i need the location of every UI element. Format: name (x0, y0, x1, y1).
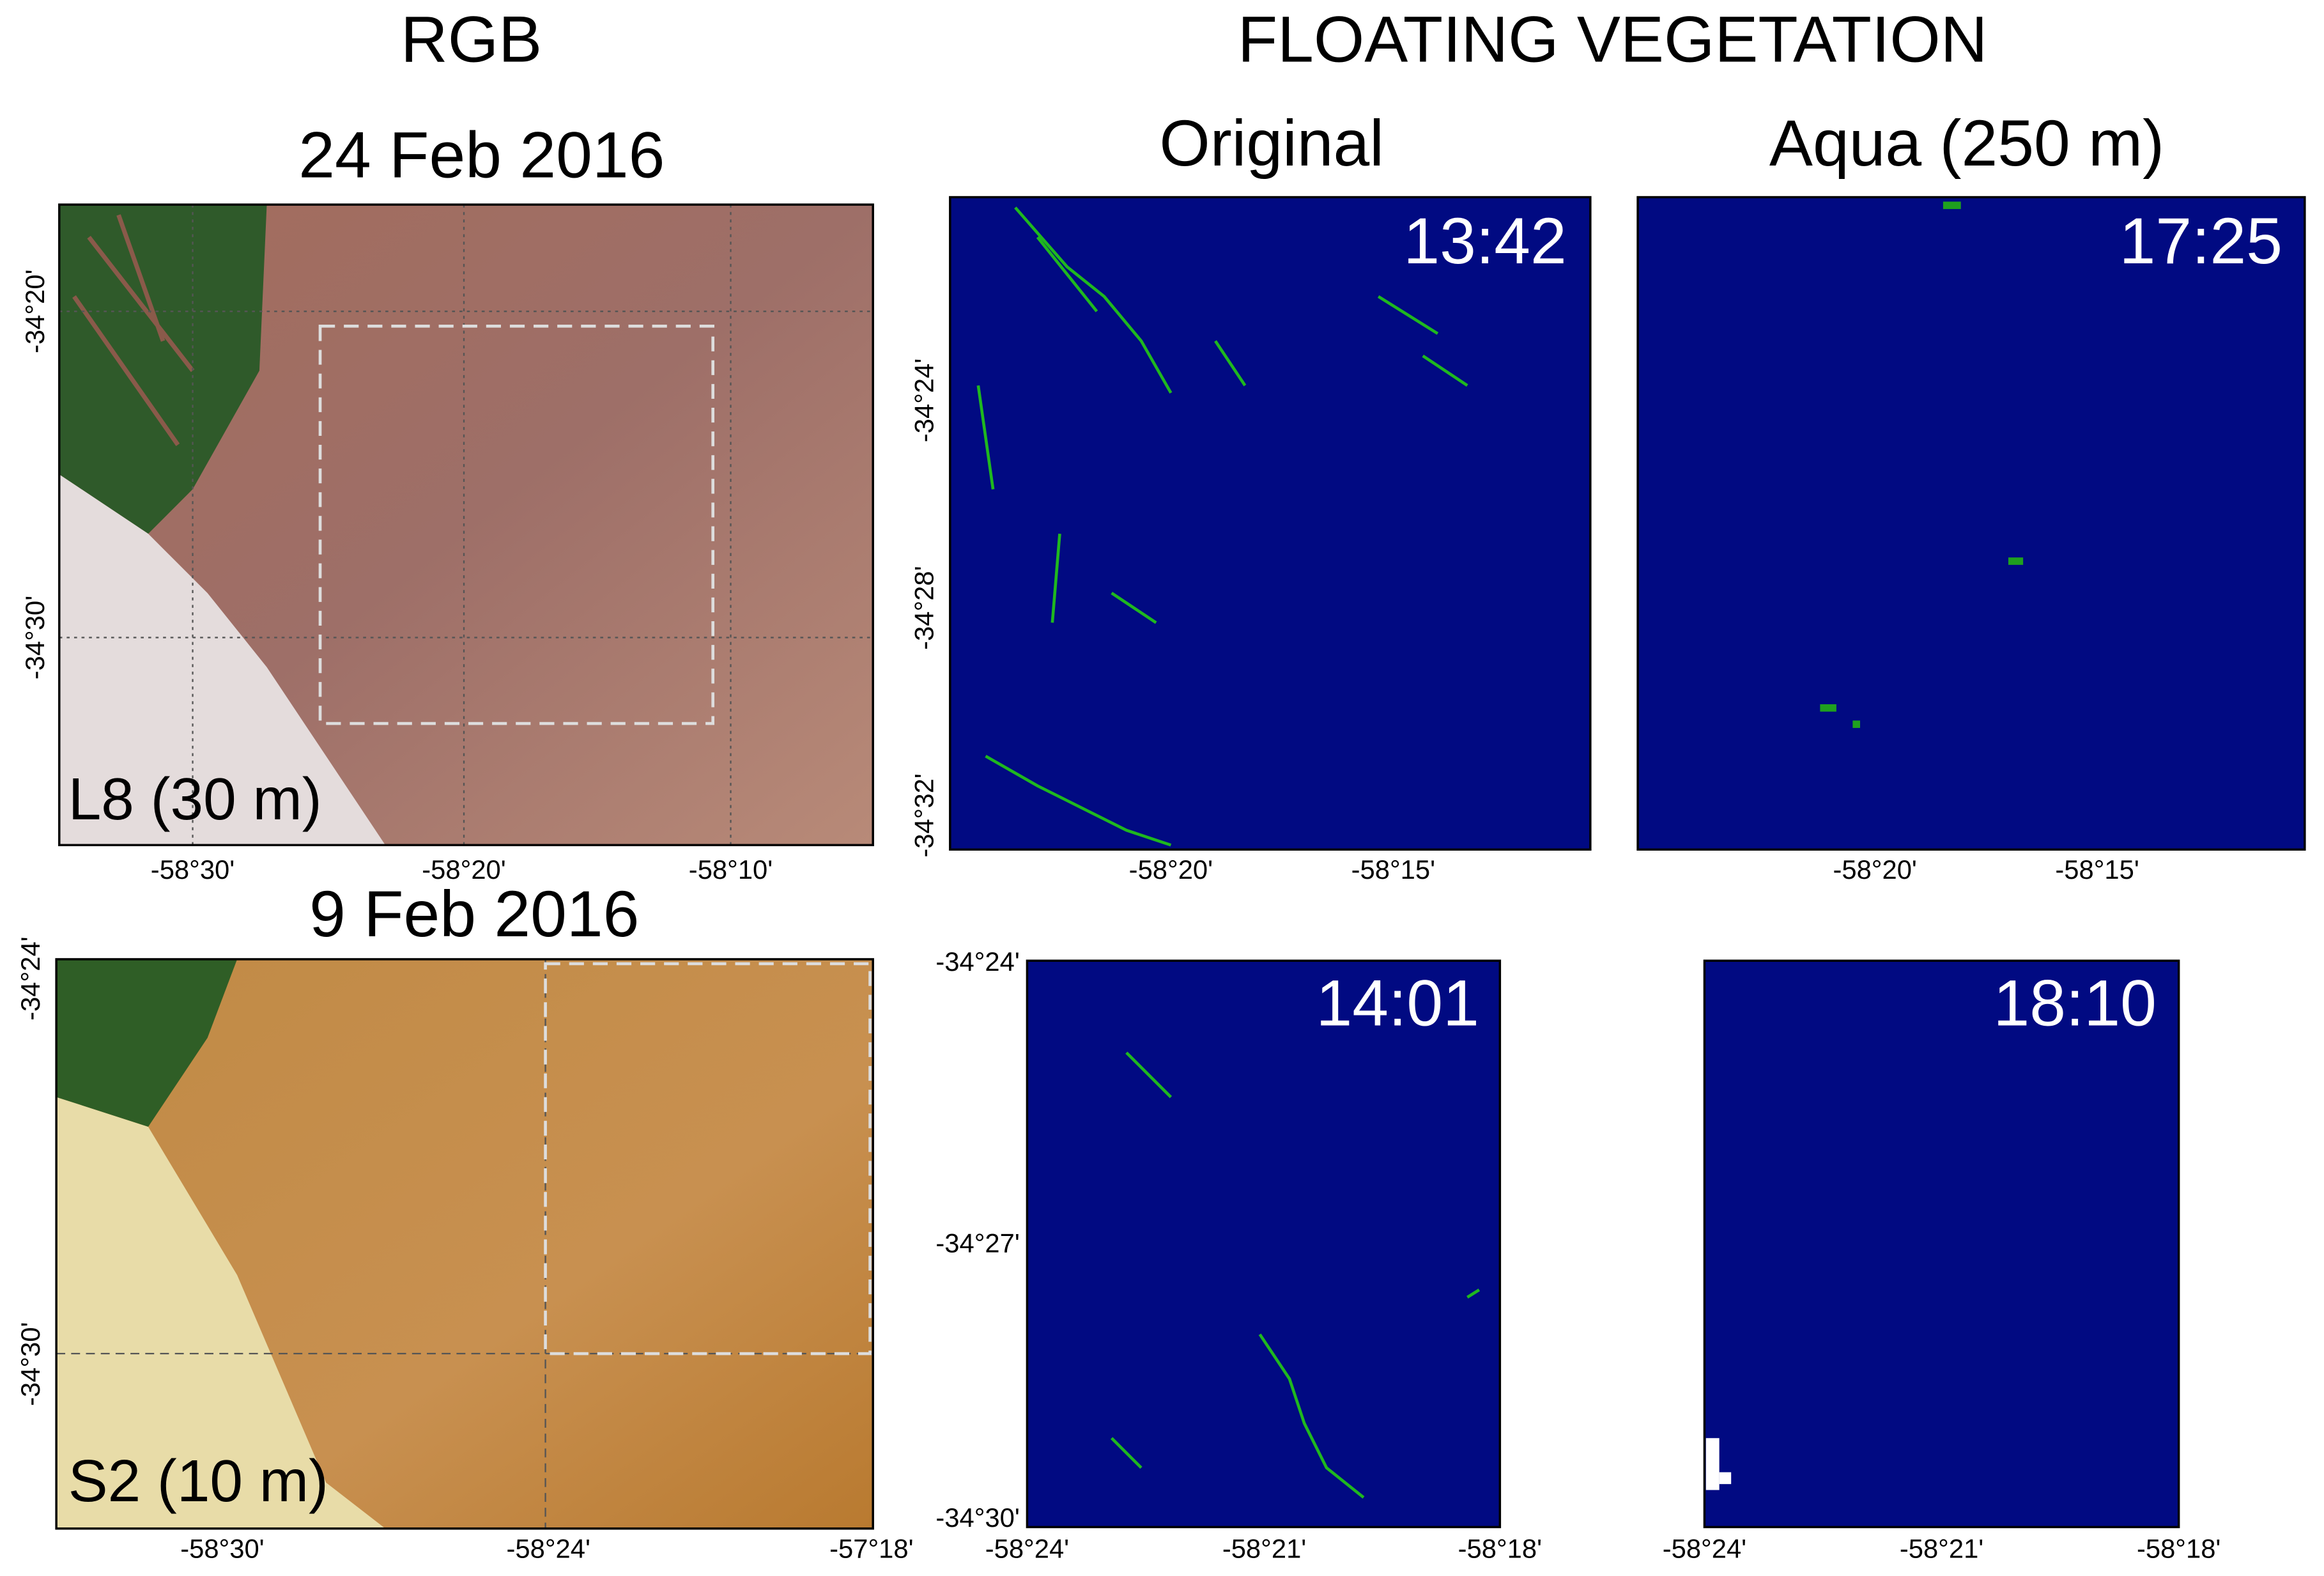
sensor-label: L8 (30 m) (68, 766, 322, 832)
y-tick-label: -34°20' (20, 269, 50, 353)
rgb-image (58, 203, 874, 847)
y-tick-label: -34°24' (15, 936, 45, 1020)
vegetation-map (1026, 959, 1502, 1529)
y-tick-label: -34°30' (20, 596, 50, 679)
x-tick-label: -58°18' (2137, 1534, 2220, 1564)
vegetation-map (949, 196, 1592, 851)
time-label: 13:42 (1403, 205, 1566, 277)
y-tick-label: -34°27' (935, 1228, 1019, 1258)
x-tick-label: -58°24' (985, 1534, 1069, 1564)
rgb-image (55, 958, 874, 1530)
x-tick-label: -58°18' (1458, 1534, 1542, 1564)
time-label: 17:25 (2120, 205, 2282, 277)
y-tick-label: -34°32' (909, 773, 939, 857)
x-tick-label: -58°20' (1129, 854, 1213, 885)
x-tick-label: -58°24' (506, 1534, 590, 1564)
x-tick-label: -58°21' (1900, 1534, 1983, 1564)
x-tick-label: -58°24' (1663, 1534, 1746, 1564)
y-tick-label: -34°28' (909, 566, 939, 649)
x-tick-label: -58°30' (180, 1534, 264, 1564)
subtitle: Original (1159, 107, 1384, 180)
x-tick-label: -58°20' (422, 854, 505, 885)
y-tick-label: -34°30' (935, 1503, 1019, 1533)
x-tick-label: -58°21' (1222, 1534, 1306, 1564)
vegetation-map (1703, 959, 2180, 1529)
x-tick-label: -58°30' (151, 854, 235, 885)
time-label: 18:10 (1994, 966, 2157, 1039)
subtitle: Aqua (250 m) (1769, 107, 2164, 180)
column-title: RGB (401, 3, 542, 76)
sensor-label: S2 (10 m) (68, 1448, 328, 1514)
x-tick-label: -58°15' (2055, 854, 2139, 885)
y-tick-label: -34°24' (935, 946, 1019, 977)
x-tick-label: -58°10' (689, 854, 773, 885)
date: 9 Feb 2016 (309, 877, 639, 950)
vegetation-map (1636, 196, 2306, 851)
y-tick-label: -34°24' (909, 359, 939, 442)
time-label: 14:01 (1316, 966, 1479, 1039)
column-title: FLOATING VEGETATION (1238, 3, 1988, 76)
x-tick-label: -58°20' (1833, 854, 1916, 885)
x-tick-label: -58°15' (1351, 854, 1435, 885)
x-tick-label: -57°18' (829, 1534, 913, 1564)
y-tick-label: -34°30' (15, 1322, 45, 1406)
date: 24 Feb 2016 (298, 118, 665, 191)
